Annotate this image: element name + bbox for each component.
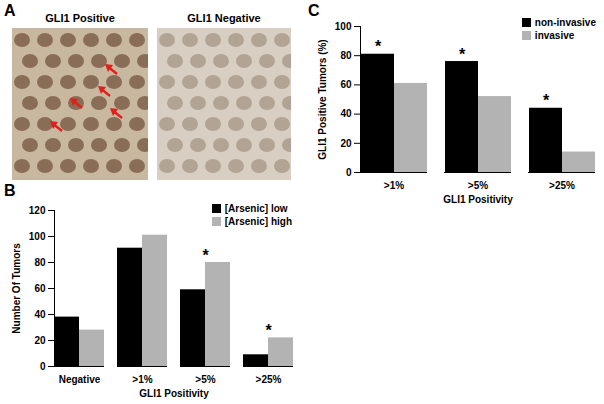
svg-text:120: 120 (29, 205, 46, 216)
svg-text:80: 80 (34, 257, 46, 268)
svg-text:100: 100 (29, 231, 46, 242)
svg-text:60: 60 (34, 283, 46, 294)
html-text:[Arsenic] low: [Arsenic] low (224, 203, 288, 214)
svg-text:>25%: >25% (549, 180, 575, 191)
html-text:C: C (308, 2, 320, 19)
html-text:GLI1 Positive: GLI1 Positive (45, 12, 115, 24)
svg-text:GLI1 Positive Tumors (%): GLI1 Positive Tumors (%) (317, 39, 328, 159)
html-text:A: A (4, 2, 16, 19)
html-text:GLI1 Negative: GLI1 Negative (187, 12, 261, 24)
svg-text:*: * (543, 92, 550, 109)
svg-text:0: 0 (40, 361, 46, 372)
svg-text:>25%: >25% (256, 374, 282, 385)
svg-text:Negative: Negative (59, 374, 101, 385)
svg-text:*: * (202, 247, 209, 264)
html-text:[Arsenic] high: [Arsenic] high (224, 216, 292, 227)
svg-text:>5%: >5% (468, 180, 488, 191)
html-text:B: B (4, 182, 16, 199)
html-text:invasive: invasive (534, 30, 575, 41)
svg-text:20: 20 (34, 335, 46, 346)
svg-text:Number Of Tumors: Number Of Tumors (11, 243, 22, 334)
svg-text:>1%: >1% (384, 180, 404, 191)
svg-text:0: 0 (346, 167, 352, 178)
svg-text:40: 40 (34, 309, 46, 320)
svg-text:*: * (375, 38, 382, 55)
svg-text:GLI1 Positivity: GLI1 Positivity (443, 194, 513, 205)
html-text:non-invasive: non-invasive (534, 17, 596, 28)
svg-text:20: 20 (340, 138, 352, 149)
svg-text:100: 100 (335, 21, 352, 32)
svg-text:*: * (265, 322, 272, 339)
svg-text:*: * (459, 46, 466, 63)
svg-text:>1%: >1% (132, 374, 152, 385)
svg-text:GLI1 Positivity: GLI1 Positivity (139, 388, 209, 399)
svg-text:80: 80 (340, 50, 352, 61)
svg-text:>5%: >5% (195, 374, 215, 385)
svg-text:60: 60 (340, 79, 352, 90)
svg-text:40: 40 (340, 108, 352, 119)
